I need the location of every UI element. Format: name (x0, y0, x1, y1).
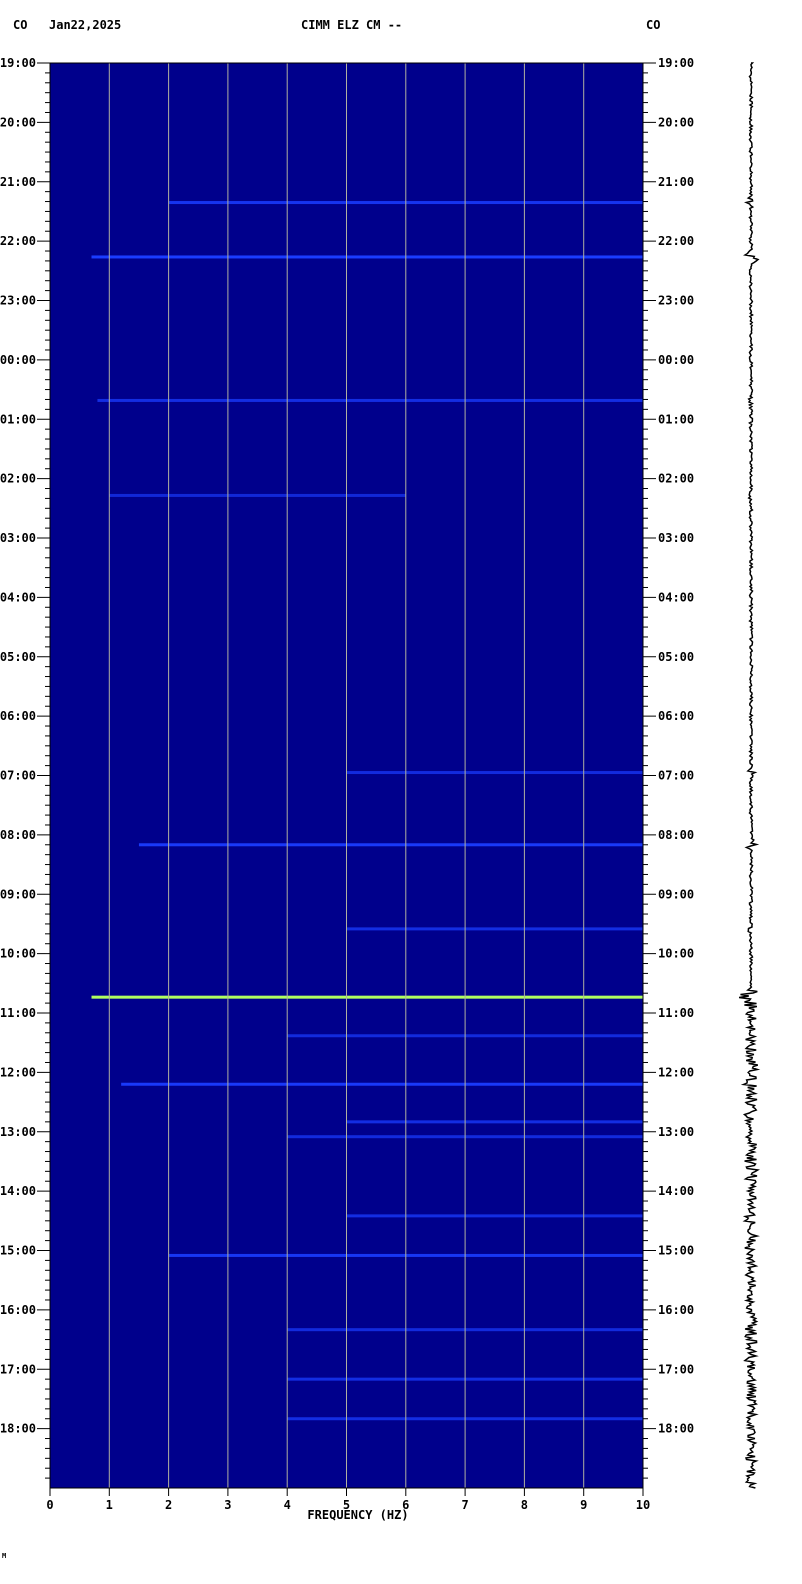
event-streak (121, 1083, 643, 1086)
y-tick-label-right: 17:00 (658, 1362, 694, 1376)
y-tick-label-left: 20:00 (0, 115, 36, 129)
event-streak (97, 399, 643, 402)
y-tick-label-left: 07:00 (0, 769, 36, 783)
y-tick-label-right: 19:00 (658, 56, 694, 70)
x-tick-label: 0 (46, 1498, 53, 1512)
y-tick-label-left: 19:00 (0, 56, 36, 70)
y-tick-label-right: 15:00 (658, 1244, 694, 1258)
y-tick-label-right: 04:00 (658, 590, 694, 604)
y-tick-label-right: 03:00 (658, 531, 694, 545)
x-tick-label: 10 (636, 1498, 650, 1512)
y-tick-label-right: 21:00 (658, 175, 694, 189)
y-tick-label-left: 17:00 (0, 1362, 36, 1376)
y-tick-label-right: 23:00 (658, 294, 694, 308)
y-tick-label-right: 20:00 (658, 115, 694, 129)
y-tick-label-left: 01:00 (0, 412, 36, 426)
event-streak (347, 927, 644, 930)
y-tick-label-left: 10:00 (0, 947, 36, 961)
y-tick-label-left: 15:00 (0, 1244, 36, 1258)
x-tick-label: 9 (580, 1498, 587, 1512)
y-tick-label-left: 14:00 (0, 1184, 36, 1198)
y-tick-label-left: 02:00 (0, 472, 36, 486)
y-tick-label-right: 07:00 (658, 769, 694, 783)
y-tick-label-left: 18:00 (0, 1422, 36, 1436)
y-tick-label-right: 02:00 (658, 472, 694, 486)
y-tick-label-left: 09:00 (0, 887, 36, 901)
y-tick-label-right: 06:00 (658, 709, 694, 723)
y-tick-label-left: 23:00 (0, 294, 36, 308)
x-tick-label: 8 (521, 1498, 528, 1512)
y-tick-label-right: 22:00 (658, 234, 694, 248)
y-tick-label-right: 01:00 (658, 412, 694, 426)
x-tick-label: 4 (284, 1498, 291, 1512)
spectrogram-chart: 0 1 2 3 4 5 6 7 8 9 1019:00 19:0020:00 20:0021:00 21:… (0, 0, 802, 1584)
spectrogram-page: CO Jan22,2025 CIMM ELZ CM -- CO 01234567… (0, 0, 802, 1584)
y-tick-label-left: 12:00 (0, 1065, 36, 1079)
y-tick-label-left: 00:00 (0, 353, 36, 367)
event-streak (347, 1120, 644, 1123)
y-tick-label-right: 10:00 (658, 947, 694, 961)
y-tick-label-right: 18:00 (658, 1422, 694, 1436)
x-tick-label: 2 (165, 1498, 172, 1512)
seismogram-trace (739, 63, 758, 1488)
footer-mark: M (2, 1552, 6, 1560)
y-tick-label-left: 11:00 (0, 1006, 36, 1020)
y-tick-label-right: 09:00 (658, 887, 694, 901)
event-streak (139, 843, 643, 846)
y-tick-label-right: 16:00 (658, 1303, 694, 1317)
y-tick-label-left: 08:00 (0, 828, 36, 842)
event-streak (347, 1214, 644, 1217)
y-tick-label-left: 22:00 (0, 234, 36, 248)
x-axis-label: FREQUENCY (HZ) (307, 1508, 408, 1522)
y-tick-label-right: 13:00 (658, 1125, 694, 1139)
y-tick-label-right: 05:00 (658, 650, 694, 664)
event-streak (109, 494, 406, 497)
y-tick-label-left: 13:00 (0, 1125, 36, 1139)
y-tick-label-left: 06:00 (0, 709, 36, 723)
x-tick-label: 1 (106, 1498, 113, 1512)
y-tick-label-right: 11:00 (658, 1006, 694, 1020)
y-tick-label-left: 03:00 (0, 531, 36, 545)
y-tick-label-left: 21:00 (0, 175, 36, 189)
y-tick-label-left: 16:00 (0, 1303, 36, 1317)
event-streak (92, 996, 643, 999)
y-tick-label-left: 04:00 (0, 590, 36, 604)
x-tick-label: 7 (461, 1498, 468, 1512)
y-tick-label-right: 08:00 (658, 828, 694, 842)
y-tick-label-left: 05:00 (0, 650, 36, 664)
event-streak (92, 255, 643, 258)
y-tick-label-right: 14:00 (658, 1184, 694, 1198)
event-streak (347, 771, 644, 774)
x-tick-label: 3 (224, 1498, 231, 1512)
y-tick-label-right: 12:00 (658, 1065, 694, 1079)
y-tick-label-right: 00:00 (658, 353, 694, 367)
